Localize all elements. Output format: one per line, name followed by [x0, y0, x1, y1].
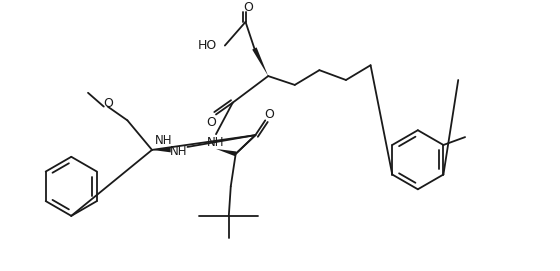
Text: HO: HO — [198, 39, 217, 52]
Text: NH: NH — [170, 145, 188, 158]
Polygon shape — [152, 147, 171, 152]
Text: NH: NH — [207, 136, 225, 149]
Polygon shape — [216, 149, 236, 156]
Text: NH: NH — [155, 134, 172, 147]
Polygon shape — [252, 47, 268, 76]
Text: O: O — [103, 97, 113, 110]
Text: O: O — [206, 116, 216, 129]
Text: O: O — [244, 1, 254, 14]
Text: O: O — [264, 108, 274, 121]
